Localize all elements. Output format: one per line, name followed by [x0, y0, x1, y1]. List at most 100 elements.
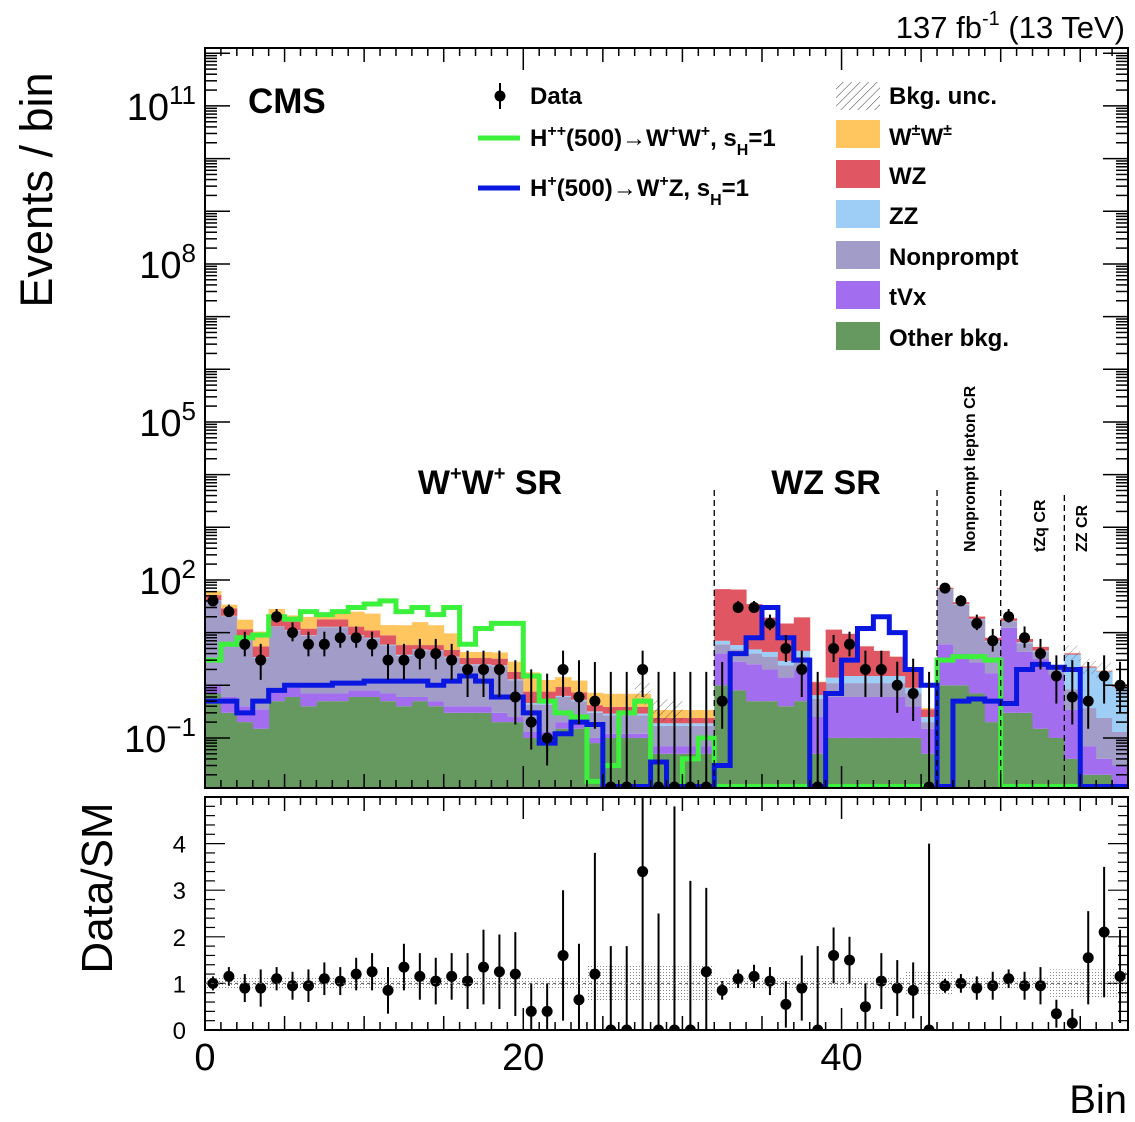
ratio-marker — [589, 968, 601, 980]
legend-item-hpp-signal: H++(500)→W+W+, sH=1 — [478, 123, 776, 159]
stack-bar-wpmwpm — [380, 625, 397, 636]
data-marker — [700, 781, 712, 788]
ratio-marker — [1114, 970, 1126, 982]
stack-bar-wpmwpm — [236, 619, 254, 630]
stack-bar-other — [284, 696, 301, 788]
ratio-point — [1066, 1009, 1078, 1030]
ratio-point — [366, 953, 378, 991]
stack-bar-other — [268, 701, 286, 788]
data-point — [366, 631, 378, 657]
stack-bar-nonprompt — [284, 630, 301, 688]
ratio-point — [828, 927, 840, 984]
data-marker — [780, 642, 792, 654]
data-marker — [716, 695, 728, 707]
ratio-point — [621, 946, 633, 1030]
data-point — [477, 650, 489, 697]
stack-bar-other — [952, 685, 970, 788]
stack-bar-tvx — [316, 693, 333, 702]
y-axis-title-ratio: Data/SM — [73, 802, 122, 973]
ratio-point — [764, 967, 776, 996]
data-marker — [239, 638, 251, 650]
data-marker — [844, 638, 856, 650]
data-point — [668, 671, 680, 788]
ratio-point — [398, 943, 410, 991]
ratio-marker — [271, 973, 283, 985]
data-marker — [430, 648, 442, 660]
luminosity-label: 137 fb-1 (13 TeV) — [896, 8, 1125, 45]
stack-bar-other — [1016, 712, 1034, 788]
ratio-point — [541, 983, 553, 1030]
ratio-marker — [573, 994, 585, 1006]
data-point — [398, 643, 410, 680]
stack-bar-other — [586, 743, 604, 788]
stack-bar-other — [236, 722, 254, 788]
ratio-point — [637, 797, 649, 1030]
data-point — [796, 650, 808, 697]
ratio-point — [684, 880, 696, 1030]
stack-bar-zz — [634, 713, 652, 716]
ratio-point — [923, 843, 935, 1030]
ratio-point — [955, 974, 967, 993]
data-marker — [541, 732, 553, 744]
ratio-point — [493, 934, 505, 1010]
stack-bar-other — [1112, 791, 1128, 793]
stack-bar-other — [968, 693, 986, 788]
stack-bar-tvx — [730, 661, 747, 691]
ratio-point — [573, 943, 585, 1030]
data-marker — [875, 663, 887, 675]
svg-text:ZZ: ZZ — [889, 203, 918, 230]
region-label-wpwp-sr: W+W+ SR — [418, 463, 562, 502]
data-marker — [414, 648, 426, 660]
stack-bar-tvx — [937, 644, 954, 686]
ratio-point — [1082, 911, 1094, 1005]
background-stack — [205, 587, 1128, 793]
ratio-marker — [462, 975, 474, 987]
stack-bar-wz — [316, 619, 333, 627]
stack-bar-nonprompt — [984, 641, 1002, 674]
stack-bar-zz — [777, 660, 795, 666]
stack-bar-other — [252, 728, 270, 788]
stack-bar-other — [793, 701, 811, 788]
stack-bar-nonprompt — [236, 636, 254, 707]
legend-item-nonprompt: Nonprompt — [836, 241, 1018, 271]
data-marker — [987, 635, 999, 647]
data-point — [589, 661, 601, 729]
data-point — [764, 614, 776, 631]
ratio-marker — [255, 982, 267, 994]
stack-bar-tvx — [364, 690, 381, 697]
data-marker — [796, 663, 808, 675]
stack-bar-nonprompt — [634, 715, 652, 734]
ratio-marker — [1003, 973, 1015, 985]
ratio-unc-band — [1048, 969, 1065, 998]
ratio-marker — [780, 998, 792, 1010]
ratio-point — [430, 957, 442, 1005]
stack-bar-other — [300, 706, 317, 788]
data-point — [446, 643, 458, 680]
stack-bar-nonprompt — [427, 650, 445, 702]
ratio-point — [509, 932, 521, 1017]
stack-bar-nonprompt — [968, 619, 986, 663]
data-marker — [971, 617, 983, 629]
ratio-marker — [1082, 952, 1094, 964]
data-point — [1050, 655, 1062, 704]
ratio-marker — [700, 966, 712, 978]
stack-bar-nonprompt — [268, 626, 286, 691]
ratio-marker — [955, 977, 967, 989]
stack-bar-nonprompt — [952, 604, 970, 654]
stack-bar-tvx — [475, 706, 492, 713]
ratio-marker — [318, 973, 330, 985]
data-marker — [637, 663, 649, 675]
data-marker — [589, 695, 601, 707]
ratio-marker — [1019, 980, 1031, 992]
stack-bar-wz — [793, 617, 811, 651]
ratio-marker — [430, 975, 442, 987]
data-marker — [1082, 695, 1094, 707]
data-marker — [828, 642, 840, 654]
ratio-point — [334, 967, 346, 996]
legend-item-wz: WZ — [836, 160, 926, 190]
ratio-point — [302, 969, 314, 1003]
stack-bar-tvx — [205, 685, 222, 694]
data-point — [780, 634, 792, 663]
y-axis-title-top: Events / bin — [11, 72, 62, 307]
stack-bar-other — [761, 701, 779, 788]
